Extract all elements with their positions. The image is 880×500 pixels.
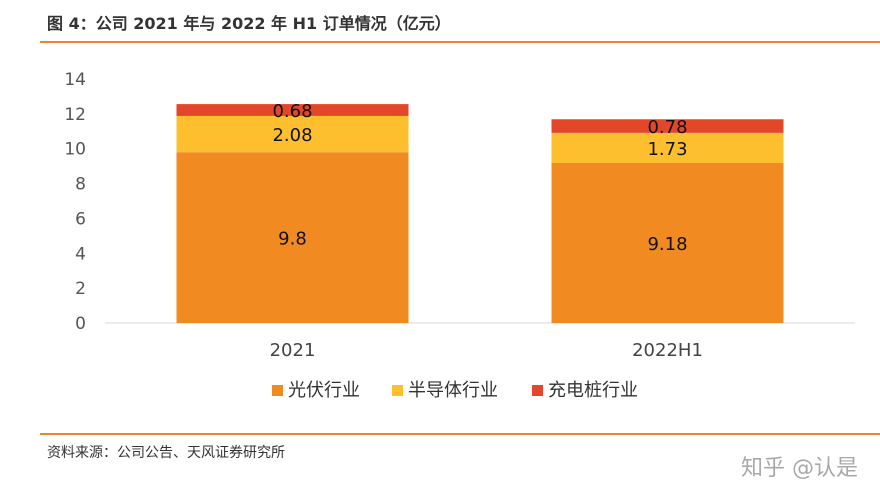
legend-swatch [392,385,403,396]
axis-layer: 0 2 4 6 8 10 12 14 2021 2022H1 [64,70,855,361]
data-label: 0.78 [647,117,687,138]
bar-segment [176,104,409,116]
source-note: 资料来源：公司公告、天风证券研究所 [47,445,285,461]
title-divider [40,41,880,43]
data-label: 0.68 [272,101,312,122]
y-tick-label: 8 [75,175,86,195]
y-tick-label: 6 [75,209,86,229]
y-tick-label: 10 [64,140,86,160]
bar-segment [176,152,409,323]
legend-label: 充电桩行业 [548,380,638,401]
x-tick-label: 2021 [270,340,316,361]
data-labels-layer: 9.8 2.08 0.68 9.18 1.730.78 [272,101,687,255]
x-tick-label: 2022H1 [632,340,703,361]
legend-swatch [272,385,283,396]
data-label: 9.18 [647,234,687,255]
page-title: 图 4：公司 2021 年与 2022 年 H1 订单情况（亿元） [47,14,451,33]
y-tick-label: 2 [75,279,86,299]
y-tick-label: 4 [75,244,86,264]
bar-segment [176,115,409,153]
bar-segment [551,163,784,323]
legend-swatch [532,385,543,396]
stacked-bar-chart: 0 2 4 6 8 10 12 14 2021 2022H1 9.8 2.08 0.68 9.18 1.7… [64,70,855,401]
bar-segment [551,119,784,133]
y-tick-label: 0 [75,314,86,334]
data-label: 9.8 [278,229,307,250]
y-tick-label: 12 [64,105,86,125]
source-divider [40,433,880,435]
y-tick-label: 14 [64,70,86,90]
bars-layer [176,104,784,323]
bar-segment [551,132,784,164]
legend-label: 半导体行业 [408,380,498,401]
data-label: 2.08 [272,125,312,146]
data-label: 1.73 [647,139,687,160]
watermark: 知乎 @认是 [741,456,858,481]
legend-label: 光伏行业 [288,380,360,401]
legend: 光伏行业 半导体行业 充电桩行业 [272,380,638,401]
